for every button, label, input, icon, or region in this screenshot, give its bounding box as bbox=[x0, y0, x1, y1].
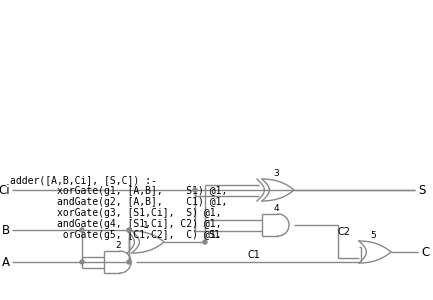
Circle shape bbox=[127, 228, 131, 232]
Text: C1: C1 bbox=[248, 250, 261, 260]
Text: xorGate(g3, [S1,Ci],  S) @1,: xorGate(g3, [S1,Ci], S) @1, bbox=[10, 208, 222, 218]
Text: 2: 2 bbox=[115, 241, 121, 250]
Text: S: S bbox=[418, 184, 425, 196]
Text: C2: C2 bbox=[338, 227, 351, 237]
Text: S1: S1 bbox=[208, 230, 220, 240]
Text: C: C bbox=[421, 245, 429, 259]
Text: andGate(g2, [A,B],    C1) @1,: andGate(g2, [A,B], C1) @1, bbox=[10, 197, 227, 207]
Circle shape bbox=[80, 260, 84, 264]
Text: B: B bbox=[2, 224, 10, 236]
Text: 4: 4 bbox=[273, 204, 279, 213]
Text: A: A bbox=[2, 256, 10, 268]
Text: Ci: Ci bbox=[0, 184, 10, 196]
Text: 1: 1 bbox=[143, 221, 149, 230]
Circle shape bbox=[193, 188, 197, 192]
Circle shape bbox=[203, 240, 207, 244]
Circle shape bbox=[80, 228, 84, 232]
Text: xorGate(g1, [A,B],    S1) @1,: xorGate(g1, [A,B], S1) @1, bbox=[10, 186, 227, 196]
Text: 5: 5 bbox=[370, 231, 376, 240]
Text: 3: 3 bbox=[273, 169, 279, 178]
Text: orGate(g5, [C1,C2],  C) @1.: orGate(g5, [C1,C2], C) @1. bbox=[10, 230, 222, 240]
Circle shape bbox=[127, 260, 131, 264]
Text: andGate(g4, [S1,Ci], C2) @1,: andGate(g4, [S1,Ci], C2) @1, bbox=[10, 219, 222, 229]
Text: adder([A,B,Ci], [S,C]) :-: adder([A,B,Ci], [S,C]) :- bbox=[10, 175, 157, 185]
